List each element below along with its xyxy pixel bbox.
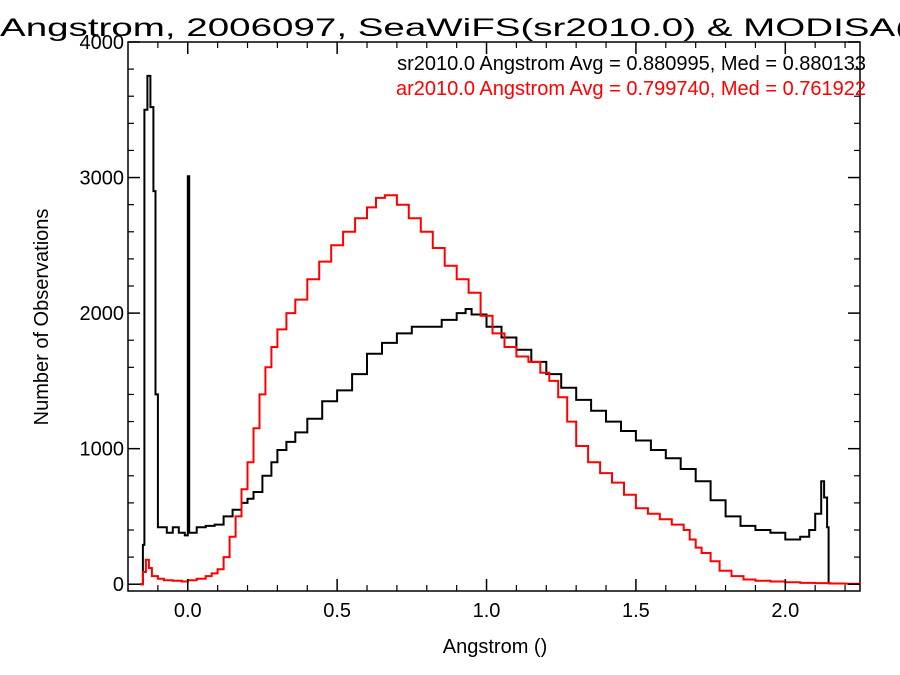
y-tick-label: 1000: [80, 439, 125, 461]
x-tick-label: 1.0: [473, 600, 501, 622]
y-axis-label: Number of Observations: [31, 209, 53, 426]
series-line-sr2010-0: [140, 74, 830, 586]
y-tick-label: 3000: [80, 168, 125, 190]
y-tick-label: 2000: [80, 303, 125, 325]
series-line-ar2010-0: [140, 194, 861, 586]
legend-entry-ar2010: ar2010.0 Angstrom Avg = 0.799740, Med = …: [396, 78, 866, 100]
x-tick-label: 1.5: [622, 600, 650, 622]
axes-layer: 0.0 0.5 1.0 1.5 2.0 0 1000 2000 3000 4000: [80, 32, 860, 622]
x-axis-label: Angstrom (): [443, 636, 547, 658]
x-tick-label: 2.0: [771, 600, 799, 622]
x-tick-label: 0.5: [323, 600, 351, 622]
chart-title: Angstrom, 2006097, SeaWiFS(sr2010.0) & M…: [0, 14, 900, 42]
series-layer: [140, 74, 861, 586]
legend-entry-sr2010: sr2010.0 Angstrom Avg = 0.880995, Med = …: [397, 53, 866, 75]
plot-border: [127, 41, 861, 592]
plot-frame: [127, 41, 861, 592]
y-tick-label: 0: [113, 574, 124, 596]
y-tick-label: 4000: [80, 32, 125, 54]
x-tick-label: 0.0: [174, 600, 202, 622]
